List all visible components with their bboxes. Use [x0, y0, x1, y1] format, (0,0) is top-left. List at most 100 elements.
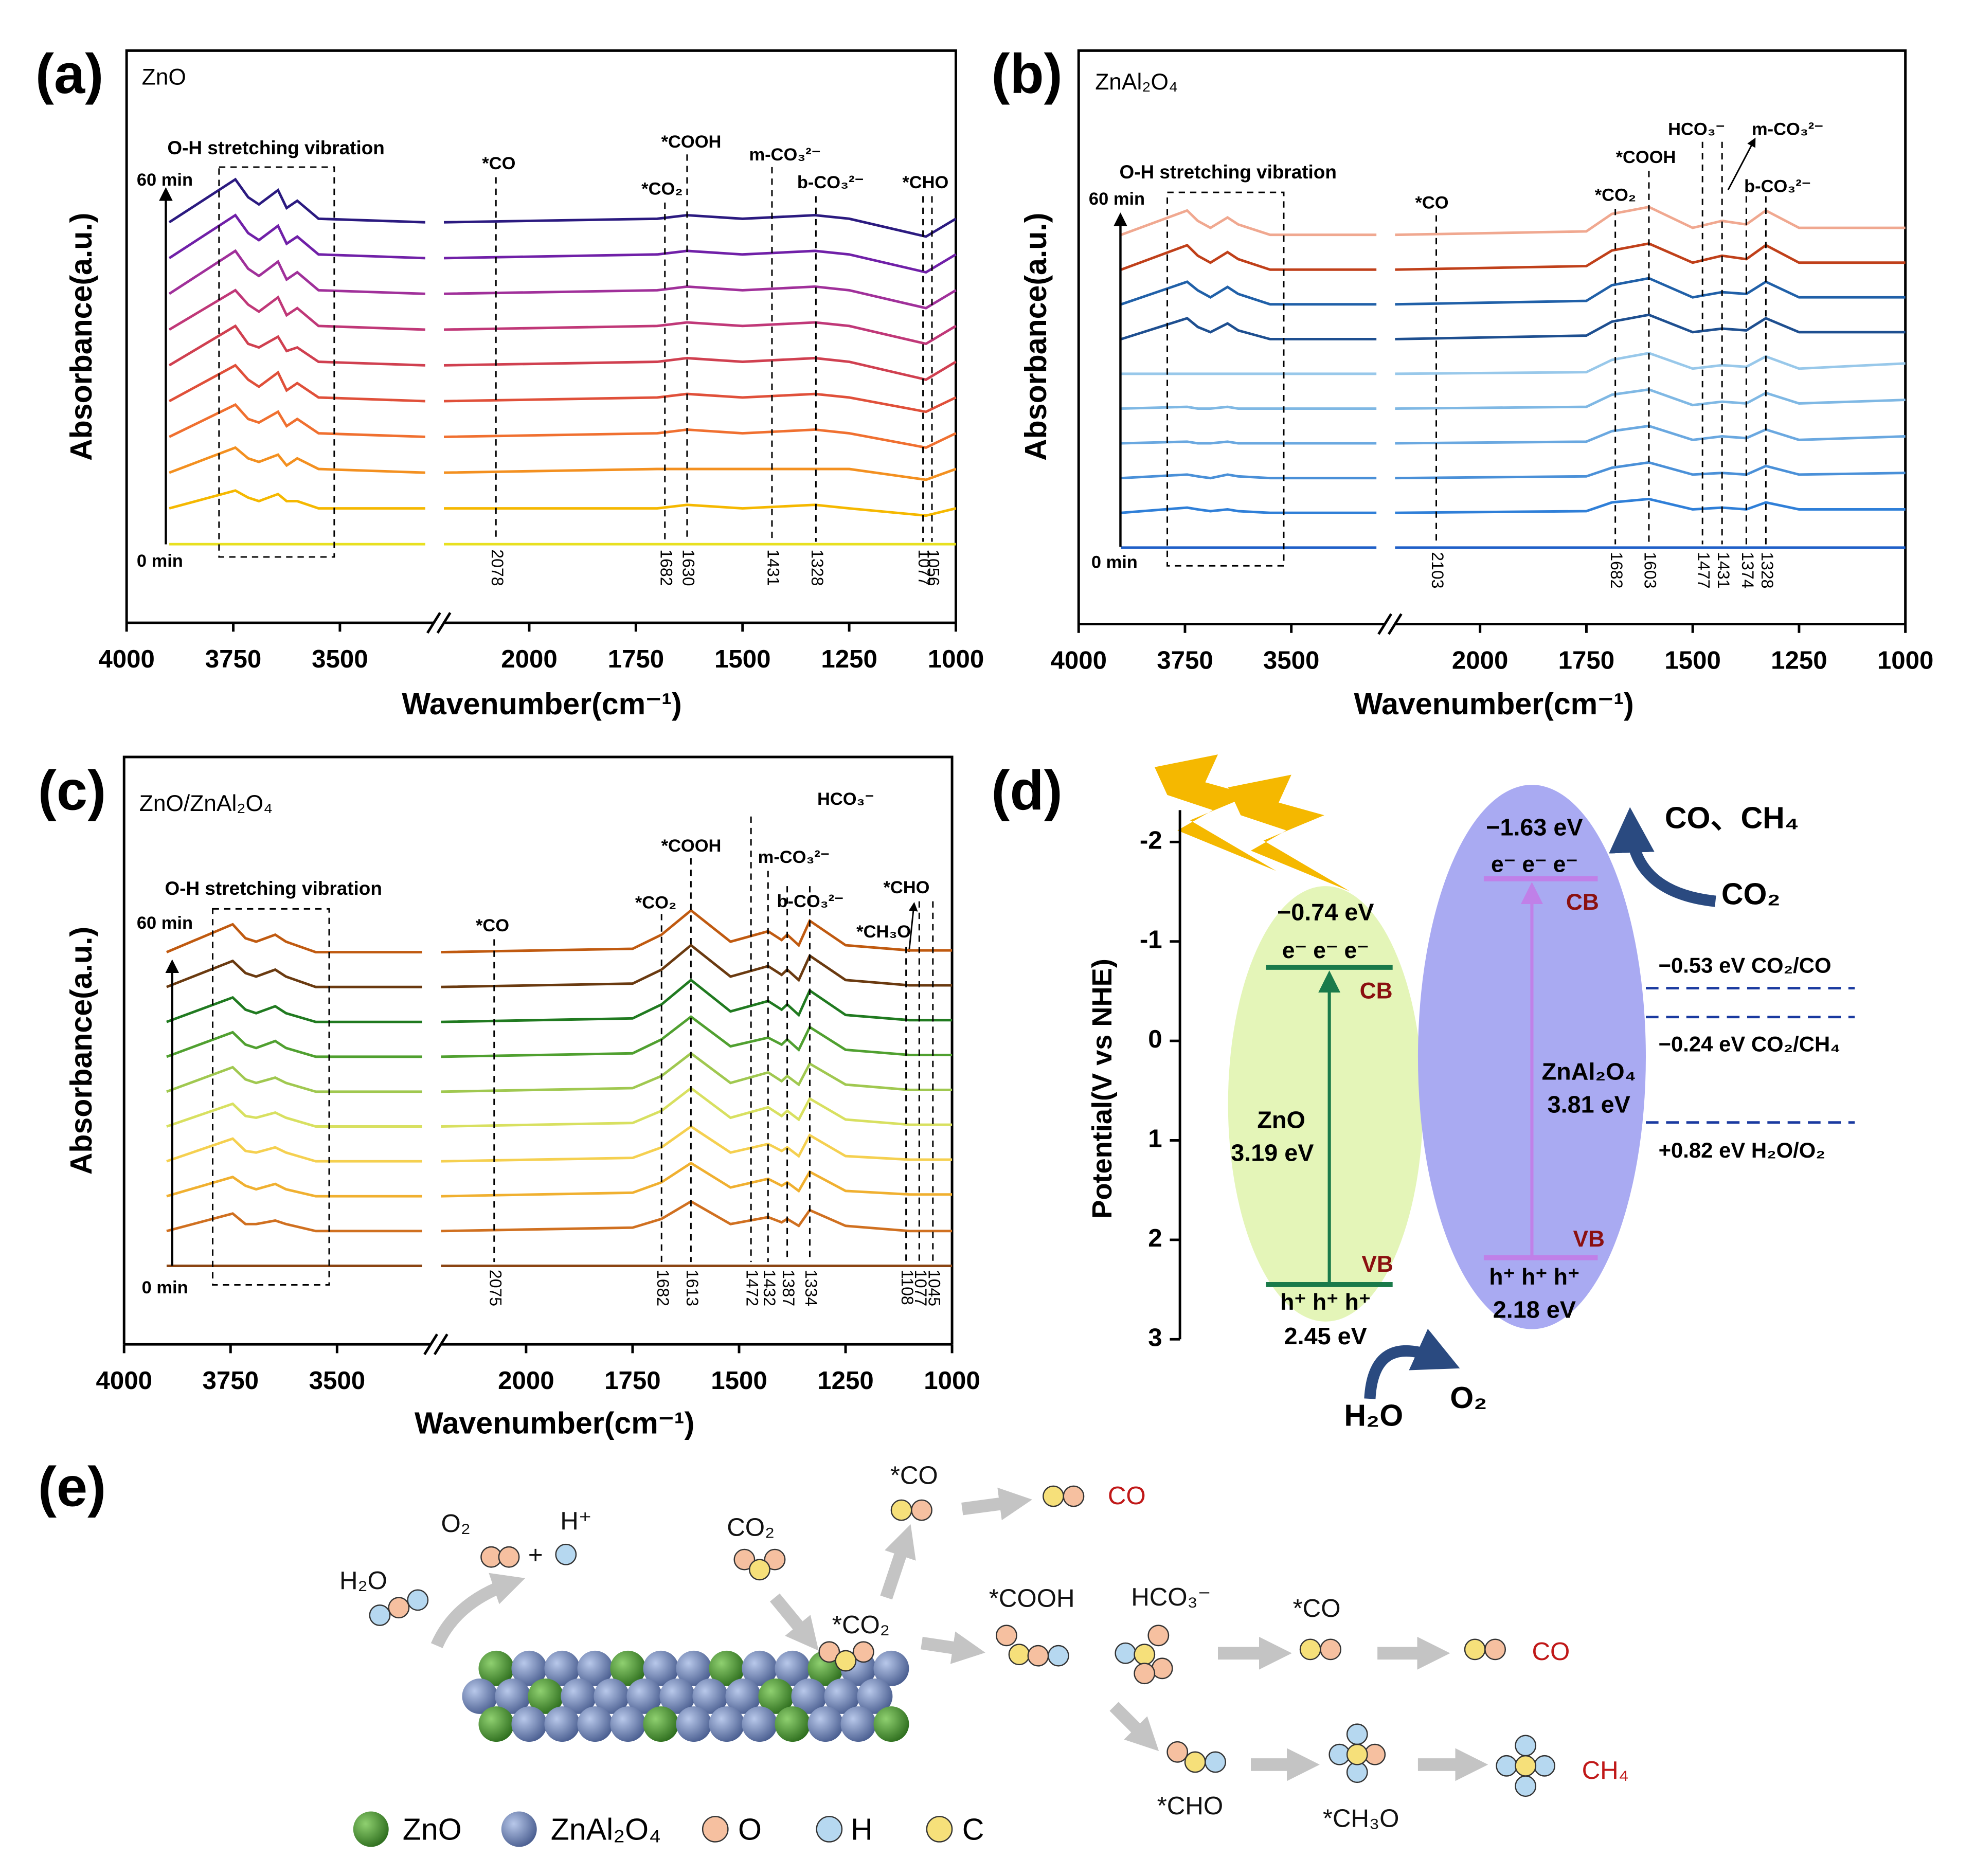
znal2o4-sphere [742, 1650, 778, 1686]
species-label: *CO [482, 154, 515, 173]
legend-label: H [851, 1812, 873, 1846]
peak-label: 1432 [760, 1270, 779, 1306]
peak-label: 1472 [743, 1270, 762, 1306]
time-label: 60 min [1089, 189, 1145, 209]
zno-sphere [775, 1706, 811, 1742]
sample-label: ZnO [142, 64, 186, 89]
atom-c [1515, 1755, 1537, 1777]
zno-sphere [528, 1679, 564, 1714]
vb-name: VB [1361, 1252, 1393, 1277]
x-tick-label: 3750 [1157, 646, 1213, 674]
spectrum-line [168, 177, 957, 238]
reaction-arrow [1609, 807, 1716, 907]
panel-label: (e) [38, 1455, 106, 1518]
peak-label: 1613 [683, 1270, 702, 1306]
y-axis-label: Absorbance(a.u.) [64, 927, 98, 1175]
spectrum-line [169, 446, 957, 481]
atom-o [388, 1597, 410, 1619]
spectrum-line [168, 324, 957, 381]
gap-label: 3.19 eV [1231, 1139, 1314, 1166]
spectrum-line [168, 213, 957, 274]
spectrum-line [1121, 497, 1906, 514]
znal2o4-sphere [544, 1650, 580, 1686]
legend-label: ZnO [403, 1812, 462, 1846]
axis-break [423, 1333, 438, 1356]
atom-c [1184, 1751, 1206, 1773]
x-tick-label: 3500 [309, 1366, 366, 1395]
x-tick-label: 1250 [817, 1366, 874, 1395]
oh-box [212, 908, 330, 1286]
vb-label: 2.18 eV [1493, 1296, 1576, 1323]
peak-label: 1108 [898, 1270, 917, 1305]
scheme-label: O₂ [441, 1509, 470, 1538]
sample-label: ZnAl₂O₄ [1095, 69, 1178, 95]
spectrum-line [1121, 351, 1906, 375]
znal2o4-sphere [791, 1679, 827, 1714]
peak-label: 1477 [1695, 552, 1713, 588]
plot-frame [1077, 49, 1907, 624]
atom-h [1346, 1723, 1368, 1745]
pointer-arrow [908, 902, 918, 952]
material-name: ZnAl₂O₄ [1542, 1058, 1636, 1085]
peak-label: 1630 [679, 549, 697, 586]
electrons: e⁻ e⁻ e⁻ [1491, 852, 1578, 877]
x-tick-label: 1500 [1664, 646, 1721, 674]
y-tick-label: 0 [1148, 1025, 1162, 1053]
x-tick-label: 2000 [498, 1366, 554, 1395]
atom-c [1299, 1638, 1321, 1661]
znal2o4-sphere [725, 1679, 761, 1714]
species-label: O₂ [1450, 1381, 1487, 1415]
spectrum-line [1121, 205, 1906, 237]
species-label: *CHO [883, 878, 929, 897]
atom-o [852, 1641, 874, 1663]
peak-label: 1374 [1738, 552, 1757, 588]
spectrum-line [1121, 461, 1906, 480]
peak-label: 1045 [925, 1270, 943, 1306]
atom-h [1496, 1755, 1518, 1777]
electrons: e⁻ e⁻ e⁻ [1282, 938, 1369, 963]
reference-label: −0.53 eV CO₂/CO [1659, 953, 1832, 978]
x-tick-label: 2000 [501, 645, 558, 673]
znal2o4-sphere [594, 1679, 630, 1714]
peak-label: 1077 [911, 1270, 930, 1306]
spectrum-line [166, 1052, 953, 1093]
scheme-label: *CHO [1157, 1792, 1224, 1820]
vb-name: VB [1573, 1226, 1605, 1252]
spectrum-line [1121, 313, 1906, 340]
species-label: HCO₃⁻ [817, 789, 874, 809]
znal2o4-sphere [692, 1679, 728, 1714]
peak-label: 1387 [779, 1270, 798, 1306]
x-tick-label: 1750 [608, 645, 664, 673]
cb-label: −1.63 eV [1486, 814, 1583, 841]
axis-break [426, 612, 441, 634]
x-tick-label: 1000 [928, 645, 984, 673]
species-label: m-CO₃²⁻ [1752, 120, 1823, 139]
species-label: *COOH [661, 132, 722, 152]
cb-name: CB [1566, 890, 1599, 915]
x-tick-label: 4000 [96, 1366, 152, 1395]
species-label: *CO₂ [1595, 186, 1636, 205]
x-tick-label: 1250 [1771, 646, 1827, 674]
zno-sphere [478, 1650, 514, 1686]
znal2o4-sphere [495, 1679, 531, 1714]
zno-sphere [610, 1650, 646, 1686]
cb-label: −0.74 eV [1277, 899, 1374, 926]
scheme-label: CO [1532, 1637, 1570, 1666]
spectrum-line [166, 1015, 953, 1058]
atom-o [1063, 1485, 1085, 1507]
legend-marker [816, 1816, 843, 1843]
atom-h [1515, 1775, 1537, 1797]
material-name: ZnO [1257, 1106, 1305, 1133]
species-label: *CO [476, 916, 509, 935]
znal2o4-sphere [873, 1650, 909, 1686]
atom-c [1346, 1743, 1368, 1765]
atom-h [369, 1604, 391, 1626]
atom-o [1320, 1638, 1342, 1661]
x-tick-label: 1750 [1558, 646, 1615, 674]
znal2o4-sphere [561, 1679, 597, 1714]
znal2o4-sphere [659, 1679, 695, 1714]
species-label: m-CO₃²⁻ [749, 145, 820, 165]
atom-o [1147, 1625, 1170, 1647]
